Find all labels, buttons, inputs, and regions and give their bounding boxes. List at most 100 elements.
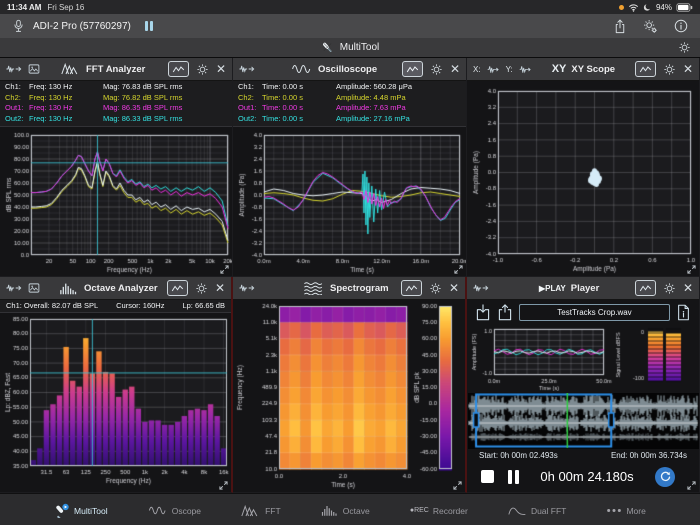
tab-fft[interactable]: FFT [241, 504, 281, 517]
oscope-chart[interactable] [233, 128, 466, 276]
panel-player: ▶PLAY Player ✕ TestTracks Crop.wav Start… [467, 277, 700, 493]
x-signal-icon[interactable] [486, 64, 501, 75]
oscope-tab-icon [148, 506, 166, 515]
oscope-readout-ch1: Ch1: Time: 0.00 s Amplitude: 560.28 μPa [238, 82, 413, 91]
status-date: Fri Sep 16 [47, 2, 85, 12]
spectrogram-glyph-icon [304, 282, 323, 295]
selection-end-time: End: 0h 00m 36.734s [610, 450, 687, 460]
oscope-expand-icon[interactable] [454, 265, 463, 274]
fft-tab-icon [241, 504, 258, 516]
battery-icon [676, 2, 693, 12]
y-signal-icon[interactable] [518, 64, 533, 75]
spectrogram-chart[interactable] [233, 301, 465, 491]
player-chart-view-toggle[interactable] [634, 280, 656, 296]
player-settings-gear-icon[interactable] [663, 282, 676, 295]
player-header: ▶PLAY Player ✕ [467, 277, 699, 300]
tab-octave[interactable]: Octave [321, 504, 370, 517]
octave-settings-gear-icon[interactable] [195, 282, 208, 295]
octave-readout: Ch1: Overall: 82.07 dB SPL Cursor: 160Hz… [0, 300, 231, 313]
tab-multitool[interactable]: MultiTool [54, 503, 108, 518]
snapshot-icon[interactable] [28, 63, 40, 75]
oscope-settings-gear-icon[interactable] [430, 63, 443, 76]
loaded-file-name[interactable]: TestTracks Crop.wav [519, 303, 670, 321]
oscope-readouts: Ch1: Time: 0.00 s Amplitude: 560.28 μPa Ch… [233, 81, 466, 127]
settings-gears-icon[interactable] [643, 19, 658, 34]
selection-start-time: Start: 0h 00m 02.493s [479, 450, 558, 460]
export-file-icon[interactable] [497, 303, 513, 321]
tab-more[interactable]: More [606, 506, 646, 516]
play-status-glyph: ▶PLAY [539, 283, 566, 293]
playback-position: 0h 00m 24.180s [540, 469, 634, 485]
spectrogram-chart-view-toggle[interactable] [400, 280, 422, 296]
tab-oscope[interactable]: Oscope [148, 505, 201, 516]
stop-button[interactable] [481, 470, 494, 484]
oscope-chart-view-toggle[interactable] [401, 61, 423, 77]
octave-tab-icon [321, 506, 337, 516]
spectrogram-expand-icon[interactable] [453, 481, 462, 490]
octave-close-icon[interactable]: ✕ [214, 281, 225, 295]
octave-expand-icon[interactable] [219, 481, 228, 490]
spectrogram-close-icon[interactable]: ✕ [448, 281, 459, 295]
more-dots-icon [607, 508, 622, 513]
file-info-icon[interactable] [676, 304, 691, 321]
import-file-icon[interactable] [475, 303, 491, 321]
share-icon[interactable] [613, 18, 627, 34]
panel-fft-analyzer: FFT Analyzer ✕ Ch1: Freq: 130 Hz Mag: 76.8… [0, 58, 233, 277]
tab-recorder-label: Recorder [432, 505, 468, 516]
spectrogram-settings-gear-icon[interactable] [429, 282, 442, 295]
xy-chart-view-toggle[interactable] [634, 61, 656, 77]
panel-oscilloscope: Oscilloscope ✕ Ch1: Time: 0.00 s Amplitude… [233, 58, 467, 277]
oscope-title: Oscilloscope [318, 63, 378, 75]
signal-source-icon[interactable] [473, 282, 490, 294]
signal-source-icon[interactable] [6, 63, 23, 75]
tab-multitool-label: MultiTool [74, 505, 108, 516]
player-scope[interactable] [467, 325, 699, 392]
xy-expand-icon[interactable] [687, 265, 696, 274]
fft-expand-icon[interactable] [220, 265, 229, 274]
sine-glyph-icon [292, 64, 311, 74]
stream-pause-button[interactable] [144, 21, 153, 31]
pause-button[interactable] [508, 469, 519, 484]
player-close-icon[interactable]: ✕ [682, 281, 693, 295]
signal-source-icon[interactable] [239, 282, 256, 294]
octave-lp: Lp: 66.65 dB [182, 301, 225, 310]
info-icon[interactable] [674, 19, 688, 33]
loop-button[interactable] [655, 466, 675, 487]
fft-glyph-icon [61, 63, 78, 75]
do-not-disturb-moon-icon [643, 3, 650, 11]
xy-title: XY Scope [571, 63, 616, 75]
player-expand-icon[interactable] [687, 481, 696, 490]
tab-recorder[interactable]: ●REC Recorder [410, 506, 468, 516]
signal-source-icon[interactable] [239, 63, 256, 75]
multitool-icon [322, 42, 332, 52]
fft-close-icon[interactable]: ✕ [215, 62, 226, 76]
fft-readout-ch2: Ch2: Freq: 130 Hz Mag: 76.82 dB SPL rms [5, 92, 183, 102]
device-name: ADI-2 Pro (57760297) [33, 20, 131, 32]
fft-chart[interactable] [0, 128, 232, 276]
rec-icon: ●REC [409, 507, 429, 514]
panel-grid: FFT Analyzer ✕ Ch1: Freq: 130 Hz Mag: 76.8… [0, 58, 700, 493]
fft-chart-view-toggle[interactable] [167, 61, 189, 77]
dual-fft-tab-icon [508, 507, 526, 515]
oscope-close-icon[interactable]: ✕ [449, 62, 460, 76]
xy-settings-gear-icon[interactable] [663, 63, 676, 76]
panel-octave-analyzer: Octave Analyzer ✕ Ch1: Overall: 82.07 dB… [0, 277, 233, 493]
player-range-row: Start: 0h 00m 02.493s End: 0h 00m 36.734… [467, 449, 699, 461]
octave-chart-view-toggle[interactable] [166, 280, 188, 296]
snapshot-icon[interactable] [28, 282, 40, 294]
tab-dual-fft[interactable]: Dual FFT [508, 505, 566, 516]
player-file-row: TestTracks Crop.wav [467, 300, 699, 324]
xy-chart[interactable] [467, 82, 699, 276]
xy-close-icon[interactable]: ✕ [682, 62, 693, 76]
xy-y-label: Y: [505, 64, 513, 74]
multitool-settings-gear[interactable] [678, 41, 691, 54]
fft-settings-gear-icon[interactable] [196, 63, 209, 76]
octave-overall: Ch1: Overall: 82.07 dB SPL [6, 301, 99, 310]
oscope-readout-out2: Out2: Time: 0.00 s Amplitude: 27.16 mPa [238, 113, 410, 123]
fft-header: FFT Analyzer ✕ [0, 58, 232, 81]
octave-chart[interactable] [0, 314, 231, 488]
signal-source-icon[interactable] [6, 282, 23, 294]
page-title: MultiTool [339, 42, 380, 53]
oscope-header: Oscilloscope ✕ [233, 58, 466, 81]
player-overview[interactable] [467, 393, 699, 450]
